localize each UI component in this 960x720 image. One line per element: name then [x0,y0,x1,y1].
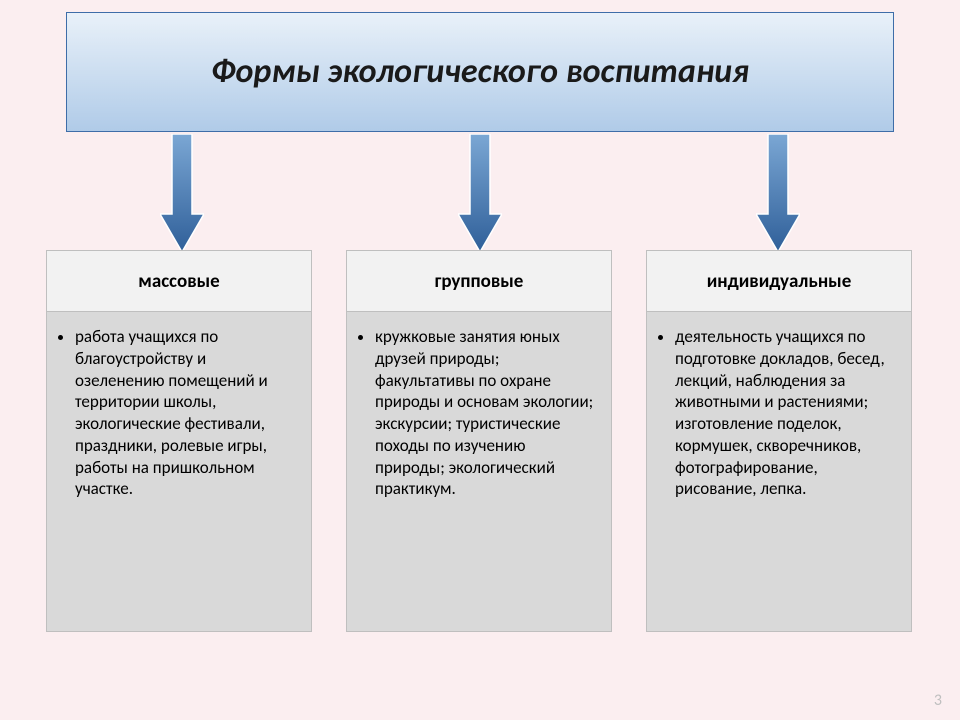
page-number: 3 [934,691,942,710]
column-body: кружковые занятия юных друзей природы; ф… [346,312,612,632]
column-header-text: индивидуальные [707,270,852,293]
column-body: работа учащихся по благоустройству и озе… [46,312,312,632]
column-header-text: групповые [435,270,524,293]
column-header: массовые [46,250,312,312]
column-individualnye: индивидуальные деятельность учащихся по … [646,250,912,632]
bullet-item: деятельность учащихся по подготовке докл… [675,326,899,500]
arrow-down-3 [756,134,800,252]
title-text: Формы экологического воспитания [211,52,749,91]
title-box: Формы экологического воспитания [66,12,894,132]
bullet-item: кружковые занятия юных друзей природы; ф… [375,326,599,500]
arrow-down-2 [458,134,502,252]
column-header-text: массовые [138,270,219,293]
column-body: деятельность учащихся по подготовке докл… [646,312,912,632]
column-header: групповые [346,250,612,312]
arrow-down-1 [160,134,204,252]
column-massovye: массовые работа учащихся по благоустройс… [46,250,312,632]
column-gruppovye: групповые кружковые занятия юных друзей … [346,250,612,632]
bullet-item: работа учащихся по благоустройству и озе… [75,326,299,500]
column-header: индивидуальные [646,250,912,312]
